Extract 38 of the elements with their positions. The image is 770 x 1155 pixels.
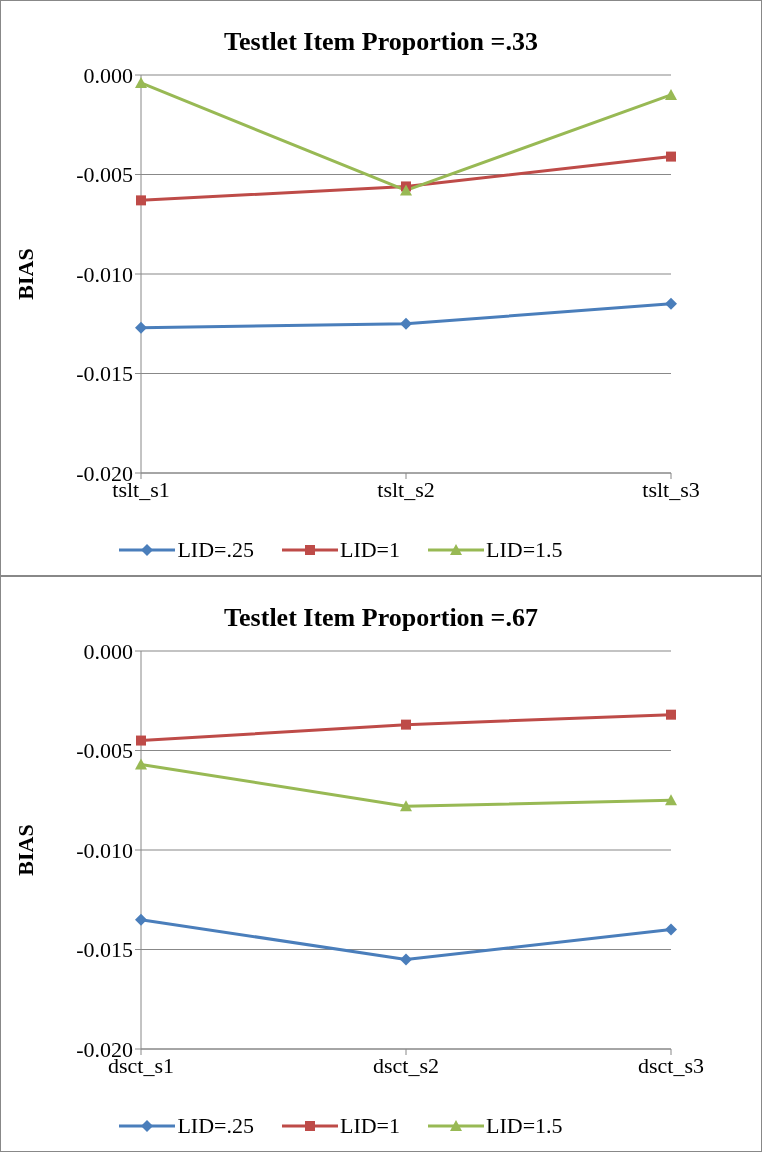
point	[666, 151, 676, 162]
y-axis-title: BIAS	[12, 248, 38, 300]
point	[665, 297, 677, 310]
y-tick-label: 0.000	[83, 62, 133, 88]
x-tick-label: tslt_s3	[642, 476, 700, 502]
point	[135, 321, 147, 334]
x-tick-label: tslt_s2	[377, 476, 435, 502]
legend-label: LID=.25	[177, 1113, 254, 1139]
y-tick-label: -0.015	[76, 937, 133, 963]
point	[400, 317, 412, 330]
point	[136, 735, 146, 746]
point	[135, 758, 147, 770]
point	[666, 709, 676, 720]
point	[400, 800, 412, 812]
point	[665, 923, 677, 936]
y-axis-title: BIAS	[12, 824, 38, 876]
point	[401, 719, 411, 730]
y-tick-label: -0.015	[76, 361, 133, 387]
x-tick-label: dsct_s3	[638, 1052, 704, 1078]
point	[400, 953, 412, 966]
y-tick-label: -0.010	[76, 837, 133, 863]
x-tick-label: dsct_s2	[373, 1052, 439, 1078]
point	[665, 794, 677, 806]
point	[135, 913, 147, 926]
legend-label: LID=1	[339, 537, 401, 563]
chart-title: Testlet Item Proportion =.33	[223, 26, 539, 58]
y-tick-label: -0.010	[76, 261, 133, 287]
chart-title: Testlet Item Proportion =.67	[223, 602, 539, 634]
legend-label: LID=1.5	[486, 537, 563, 563]
y-tick-label: 0.000	[83, 638, 133, 664]
point	[400, 184, 412, 196]
legend-label: LID=1.5	[486, 1113, 563, 1139]
y-tick-label: -0.005	[76, 738, 133, 764]
legend-label: LID=1	[339, 1113, 401, 1139]
point	[665, 88, 677, 100]
point	[136, 195, 146, 206]
legend-label: LID=.25	[177, 537, 254, 563]
y-tick-label: -0.005	[76, 162, 133, 188]
